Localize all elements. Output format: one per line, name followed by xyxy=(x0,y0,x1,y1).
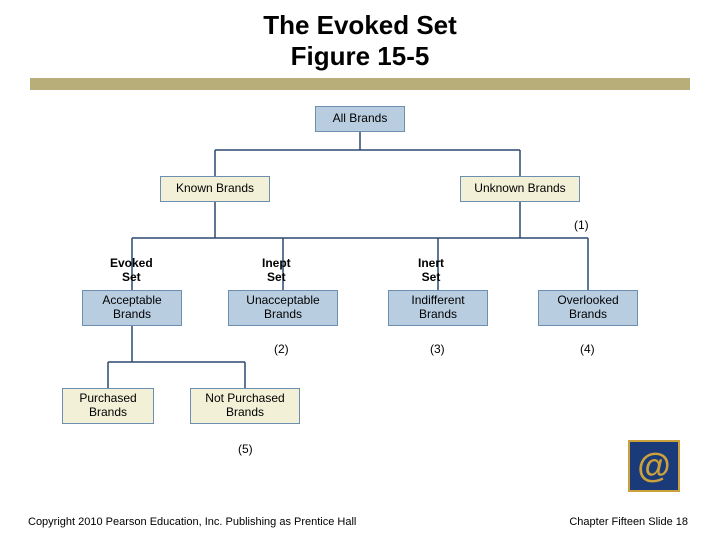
title-line-1: The Evoked Set xyxy=(0,10,720,41)
node-purchased: PurchasedBrands xyxy=(62,388,154,424)
copyright-text: Copyright 2010 Pearson Education, Inc. P… xyxy=(28,516,356,528)
node-unacceptable: UnacceptableBrands xyxy=(228,290,338,326)
node-acceptable: AcceptableBrands xyxy=(82,290,182,326)
category-label-0: EvokedSet xyxy=(110,256,153,284)
number-label-3: (4) xyxy=(580,342,595,356)
category-label-1: IneptSet xyxy=(262,256,291,284)
node-unknown: Unknown Brands xyxy=(460,176,580,202)
title-underline xyxy=(30,78,690,90)
number-label-1: (2) xyxy=(274,342,289,356)
node-all: All Brands xyxy=(315,106,405,132)
number-label-2: (3) xyxy=(430,342,445,356)
at-sign-icon: @ xyxy=(628,440,680,492)
title-block: The Evoked Set Figure 15-5 xyxy=(0,0,720,72)
slide-prefix: Chapter Fifteen Slide xyxy=(569,516,675,528)
node-known: Known Brands xyxy=(160,176,270,202)
slide-num: 18 xyxy=(676,516,688,528)
number-label-0: (1) xyxy=(574,218,589,232)
node-notpurchased: Not PurchasedBrands xyxy=(190,388,300,424)
title-line-2: Figure 15-5 xyxy=(0,41,720,72)
node-indifferent: IndifferentBrands xyxy=(388,290,488,326)
category-label-2: InertSet xyxy=(418,256,444,284)
slide-number: Chapter Fifteen Slide 18 xyxy=(569,516,688,528)
at-glyph: @ xyxy=(637,447,670,486)
evoked-set-diagram: All Brands Known Brands Unknown Brands Acce… xyxy=(0,98,720,478)
node-overlooked: OverlookedBrands xyxy=(538,290,638,326)
number-label-4: (5) xyxy=(238,442,253,456)
